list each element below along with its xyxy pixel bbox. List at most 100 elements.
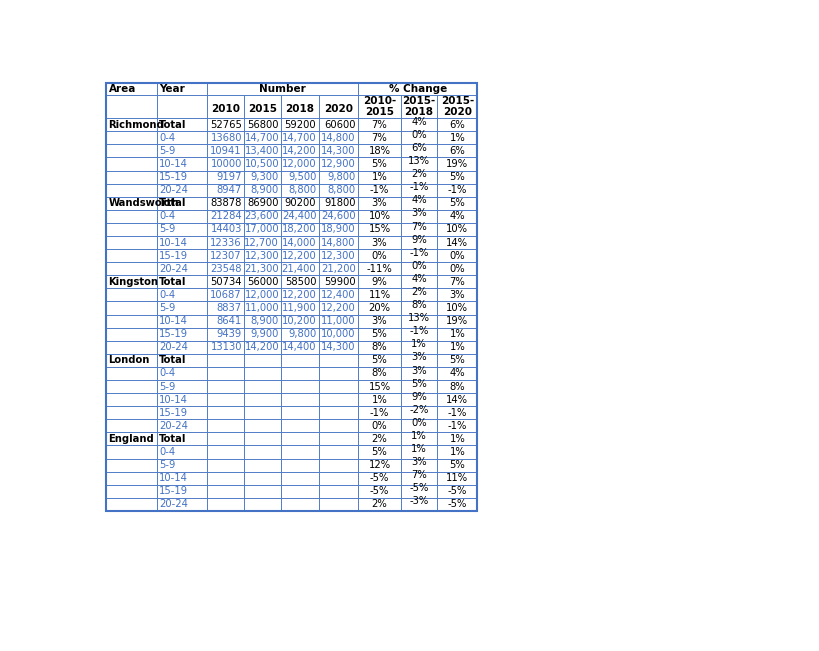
Bar	[400, 432, 437, 445]
Text: 14%: 14%	[446, 395, 468, 404]
Bar	[106, 262, 156, 275]
Bar	[156, 262, 207, 275]
Text: -11%: -11%	[367, 264, 392, 273]
Text: 12,200: 12,200	[282, 251, 316, 260]
Text: 12,700: 12,700	[244, 238, 279, 247]
Bar	[282, 314, 319, 327]
Bar	[244, 275, 282, 288]
Text: 4%: 4%	[411, 274, 427, 284]
Bar	[437, 118, 477, 132]
Text: 10687: 10687	[210, 290, 242, 300]
Bar	[244, 432, 282, 445]
Text: 10,000: 10,000	[321, 329, 355, 339]
Bar	[358, 314, 400, 327]
Bar	[358, 249, 400, 262]
Text: 0%: 0%	[411, 130, 427, 140]
Bar	[437, 314, 477, 327]
Bar	[437, 95, 477, 118]
Bar	[400, 184, 437, 197]
Bar	[207, 236, 244, 249]
Text: 19%: 19%	[446, 159, 468, 169]
Bar	[282, 95, 319, 118]
Text: 0-4: 0-4	[159, 290, 175, 300]
Bar	[156, 95, 207, 118]
Bar	[319, 393, 358, 406]
Bar	[106, 171, 156, 184]
Text: 8%: 8%	[411, 300, 427, 310]
Text: 3%: 3%	[450, 290, 465, 300]
Bar	[437, 353, 477, 367]
Text: 10%: 10%	[446, 303, 468, 313]
Bar	[400, 118, 437, 132]
Bar	[358, 380, 400, 393]
Text: 1%: 1%	[450, 447, 465, 457]
Bar	[282, 498, 319, 511]
Bar	[358, 353, 400, 367]
Text: 13%: 13%	[408, 156, 430, 166]
Text: 11%: 11%	[446, 473, 468, 483]
Text: 9439: 9439	[216, 329, 242, 339]
Bar	[207, 95, 244, 118]
Text: 9,300: 9,300	[251, 172, 279, 182]
Bar	[244, 262, 282, 275]
Bar	[437, 223, 477, 236]
Bar	[319, 458, 358, 471]
Bar	[207, 485, 244, 498]
Text: 12,300: 12,300	[244, 251, 279, 260]
Text: -1%: -1%	[448, 408, 467, 418]
Text: Area: Area	[109, 84, 136, 94]
Text: 10000: 10000	[210, 159, 242, 169]
Text: 3%: 3%	[411, 457, 427, 467]
Bar	[207, 498, 244, 511]
Text: 0%: 0%	[450, 264, 465, 273]
Bar	[207, 197, 244, 210]
Bar	[106, 432, 156, 445]
Text: 14,200: 14,200	[244, 342, 279, 352]
Text: 10%: 10%	[446, 225, 468, 234]
Text: 5%: 5%	[450, 460, 465, 470]
Bar	[106, 367, 156, 380]
Text: 11,900: 11,900	[282, 303, 316, 313]
Text: 14,800: 14,800	[321, 238, 355, 247]
Text: 0-4: 0-4	[159, 447, 175, 457]
Bar	[358, 445, 400, 458]
Text: -1%: -1%	[410, 248, 428, 258]
Text: 14,300: 14,300	[321, 342, 355, 352]
Bar	[156, 132, 207, 145]
Bar	[282, 380, 319, 393]
Bar	[282, 485, 319, 498]
Bar	[207, 432, 244, 445]
Text: 14,400: 14,400	[282, 342, 316, 352]
Bar	[244, 184, 282, 197]
Text: 21,400: 21,400	[282, 264, 316, 273]
Text: Wandsworth: Wandsworth	[109, 199, 179, 208]
Text: 10941: 10941	[210, 146, 242, 156]
Text: 4%: 4%	[450, 212, 465, 221]
Bar	[437, 445, 477, 458]
Bar	[319, 171, 358, 184]
Bar	[400, 458, 437, 471]
Text: 7%: 7%	[372, 133, 387, 143]
Bar	[400, 171, 437, 184]
Bar	[207, 83, 358, 95]
Text: 56000: 56000	[247, 277, 279, 287]
Text: 10-14: 10-14	[159, 316, 188, 326]
Bar	[319, 132, 358, 145]
Bar	[282, 223, 319, 236]
Bar	[244, 393, 282, 406]
Bar	[400, 485, 437, 498]
Bar	[319, 367, 358, 380]
Text: 1%: 1%	[450, 133, 465, 143]
Text: 2015: 2015	[248, 104, 278, 115]
Text: 13%: 13%	[408, 313, 430, 323]
Text: 2015-
2020: 2015- 2020	[441, 96, 474, 117]
Text: 5%: 5%	[450, 199, 465, 208]
Text: 7%: 7%	[411, 221, 427, 232]
Bar	[358, 288, 400, 301]
Bar	[400, 145, 437, 158]
Bar	[207, 145, 244, 158]
Bar	[106, 158, 156, 171]
Bar	[244, 458, 282, 471]
Text: 5-9: 5-9	[159, 146, 175, 156]
Bar	[207, 288, 244, 301]
